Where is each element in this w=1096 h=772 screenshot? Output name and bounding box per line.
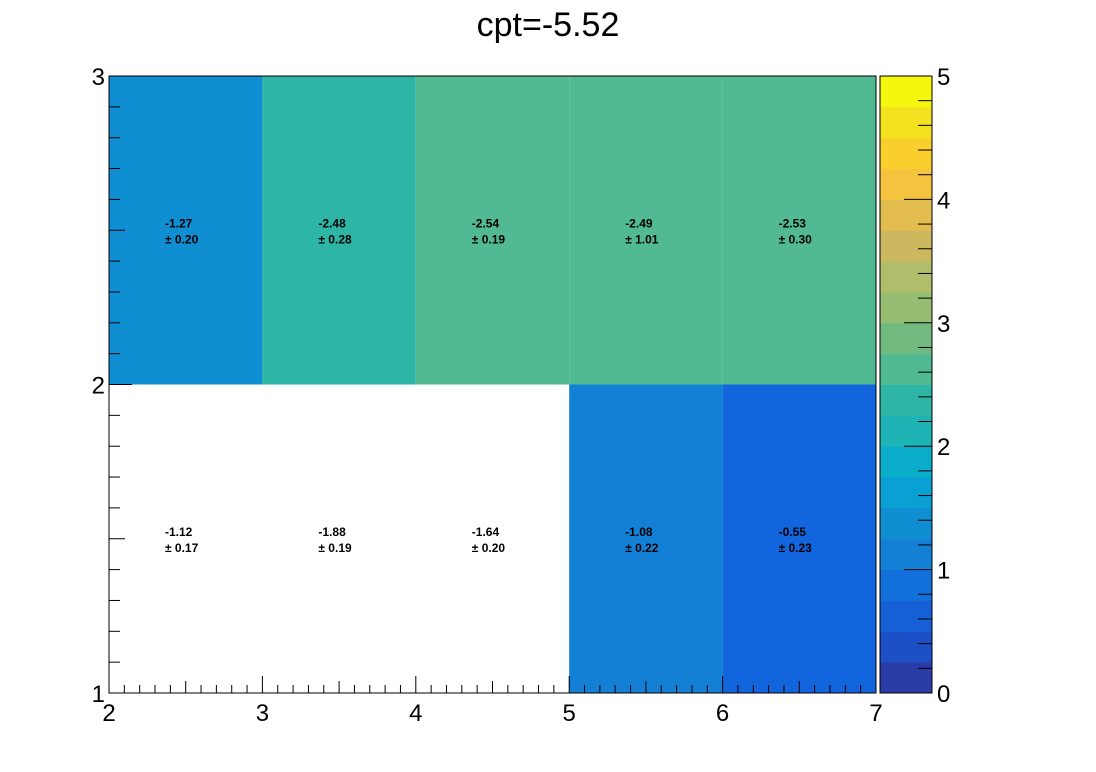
heatmap-cell (569, 76, 723, 385)
cell-value-label: -0.55 (779, 525, 807, 539)
cell-error-label: ± 1.01 (625, 232, 659, 246)
heatmap-cell (262, 384, 416, 693)
x-tick-label: 5 (563, 700, 576, 727)
cell-value-label: -1.64 (472, 525, 500, 539)
palette-tick-label: 1 (937, 558, 950, 585)
y-tick-label: 1 (92, 681, 105, 708)
palette-swatch (880, 168, 932, 200)
palette-swatch (880, 137, 932, 170)
palette-swatch (880, 662, 932, 694)
cell-value-label: -2.54 (472, 216, 500, 230)
cell-error-label: ± 0.20 (165, 232, 199, 246)
palette-swatch (880, 600, 932, 632)
x-tick-label: 3 (256, 700, 269, 727)
x-tick-label: 4 (409, 700, 422, 727)
heatmap-cell (569, 384, 723, 693)
cell-error-label: ± 0.19 (318, 541, 352, 555)
cell-value-label: -2.53 (779, 216, 807, 230)
color-palette: 0 1 2 3 4 5 (879, 64, 950, 708)
palette-swatch (880, 353, 932, 385)
y-tick-label: 3 (92, 64, 105, 91)
palette-swatch (880, 322, 932, 355)
palette-tick-label: 4 (937, 187, 950, 214)
cells-layer (109, 76, 876, 693)
heatmap-cell (262, 76, 416, 385)
palette-swatch (880, 631, 932, 663)
palette-swatch (880, 569, 932, 601)
cell-labels-layer: -1.27 ± 0.20 -2.48 ± 0.28 -2.54 ± 0.19 -2.49 ± … (165, 216, 812, 555)
heatmap-cell (722, 384, 876, 693)
heatmap-cell (415, 76, 570, 385)
cell-error-label: ± 0.19 (472, 232, 506, 246)
x-tick-label: 7 (869, 700, 882, 727)
x-tick-label: 6 (716, 700, 729, 727)
palette-swatch (880, 106, 932, 139)
palette-swatch (880, 384, 932, 416)
palette-tick-label: 0 (937, 681, 950, 708)
heatmap-cell (415, 384, 570, 693)
cell-value-label: -1.12 (165, 525, 193, 539)
palette-swatch (880, 446, 932, 478)
palette-tick-label: 5 (937, 64, 950, 91)
cell-error-label: ± 0.17 (165, 541, 199, 555)
y-tick-label: 2 (92, 373, 105, 400)
palette-swatch (880, 538, 932, 571)
palette-swatch (880, 415, 932, 447)
cell-value-label: -2.49 (625, 216, 653, 230)
cell-error-label: ± 0.23 (779, 541, 813, 555)
heatmap-cell (109, 76, 263, 385)
palette-tick-label: 2 (937, 434, 950, 461)
palette-swatch (880, 507, 932, 540)
cell-error-label: ± 0.22 (625, 541, 659, 555)
cell-value-label: -1.08 (625, 525, 653, 539)
cell-value-label: -1.27 (165, 216, 193, 230)
palette-swatch (880, 76, 932, 108)
heatmap-cell (109, 384, 263, 693)
x-tick-label: 2 (102, 700, 115, 727)
palette-swatch (880, 291, 932, 324)
heatmap-cell (722, 76, 876, 385)
palette-swatch (880, 230, 932, 262)
chart-title: cpt=-5.52 (477, 6, 620, 44)
cell-error-label: ± 0.20 (472, 541, 506, 555)
cell-error-label: ± 0.28 (318, 232, 352, 246)
cell-error-label: ± 0.30 (779, 232, 813, 246)
palette-swatch (880, 199, 932, 231)
cell-value-label: -1.88 (318, 525, 346, 539)
palette-swatch (880, 477, 932, 509)
palette-swatch (880, 261, 932, 293)
cell-value-label: -2.48 (318, 216, 346, 230)
palette-tick-label: 3 (937, 311, 950, 338)
